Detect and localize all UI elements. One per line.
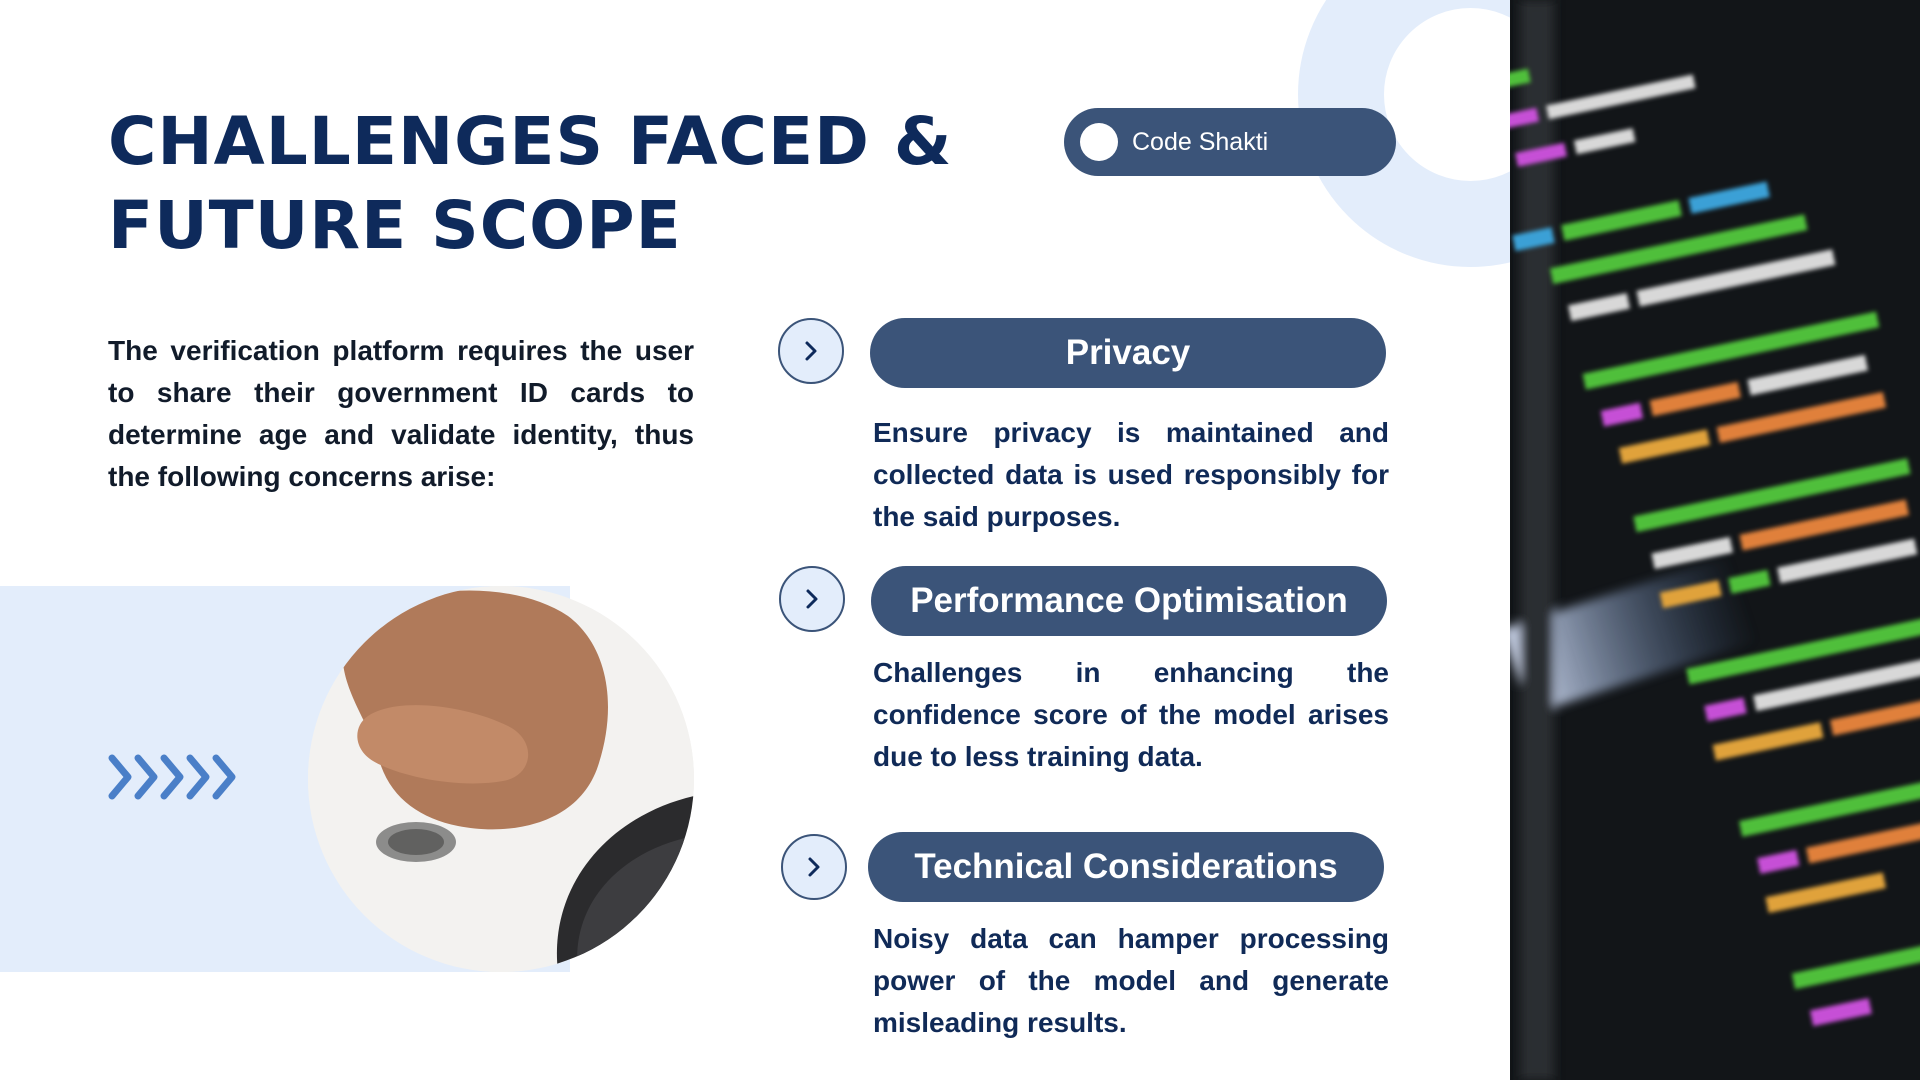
item-privacy-heading: Privacy [870, 318, 1386, 388]
item-privacy-chevron-button[interactable] [778, 318, 844, 384]
item-performance-heading: Performance Optimisation [871, 566, 1387, 636]
chevrons-icon [108, 754, 236, 800]
item-privacy-description: Ensure privacy is maintained and collect… [873, 417, 1389, 532]
slide-title: CHALLENGES FACED & FUTURE SCOPE [108, 100, 952, 268]
item-technical-chevron-button[interactable] [781, 834, 847, 900]
item-technical-description: Noisy data can hamper processing power o… [873, 923, 1389, 1038]
brand-dot-icon [1080, 123, 1118, 161]
item-performance-description: Challenges in enhancing the confidence s… [873, 657, 1389, 772]
brand-label: Code Shakti [1132, 128, 1269, 156]
title-line-1: CHALLENGES FACED & [108, 103, 953, 180]
chevron-right-icon [805, 341, 817, 361]
brand-badge: Code Shakti [1064, 108, 1396, 176]
code-screen-photo [1510, 0, 1920, 1080]
item-performance-chevron-button[interactable] [779, 566, 845, 632]
code-lines-graphic [1510, 0, 1920, 1080]
fingerprint-photo [308, 586, 694, 972]
item-technical-heading: Technical Considerations [868, 832, 1384, 902]
intro-text: The verification platform requires the u… [108, 335, 694, 492]
chevron-right-icon [808, 857, 820, 877]
title-line-2: FUTURE SCOPE [108, 187, 682, 264]
chevron-right-icon [806, 589, 818, 609]
